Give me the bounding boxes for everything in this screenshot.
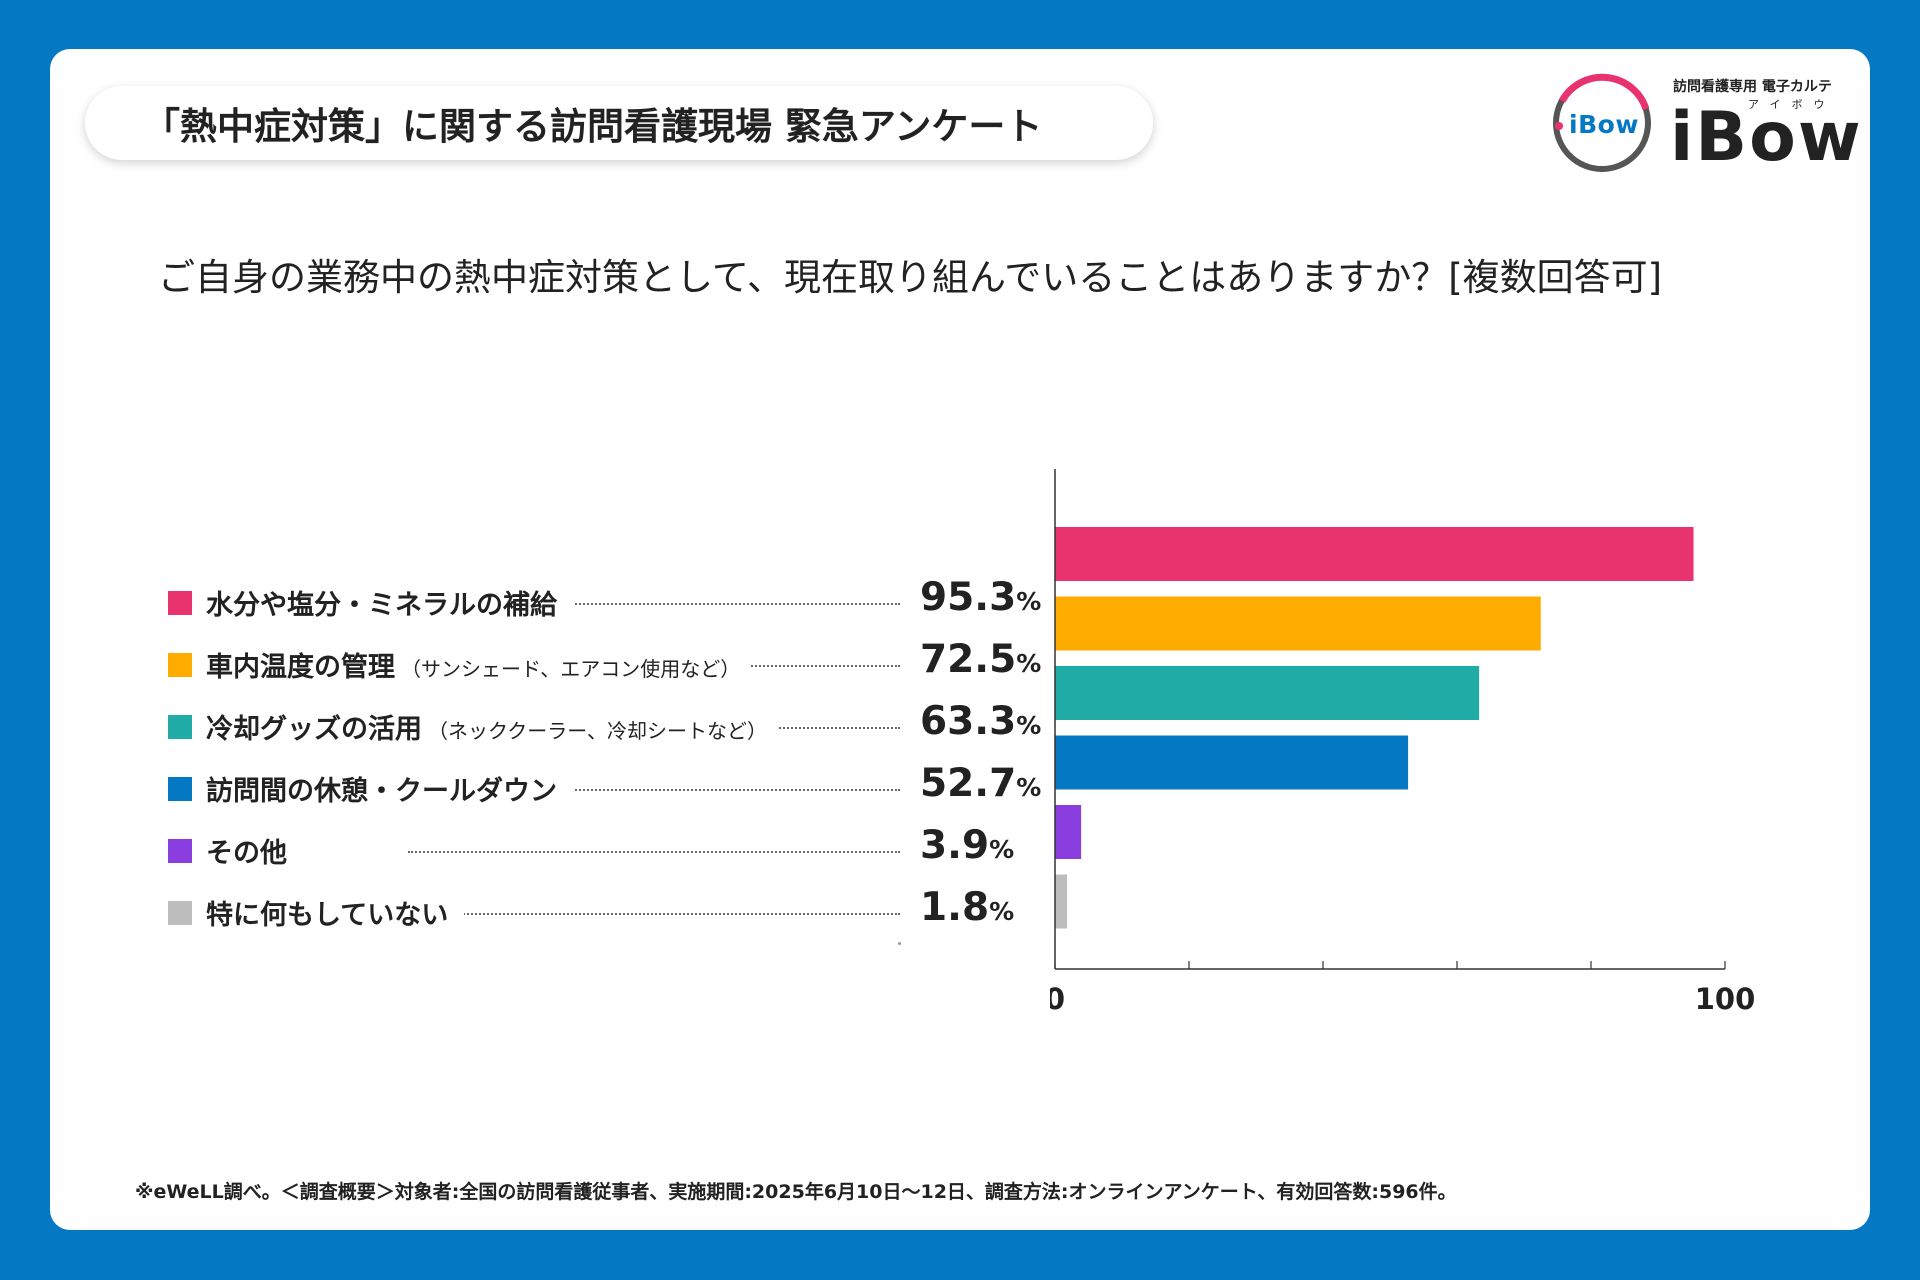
x-tick-label: 100 bbox=[1695, 982, 1756, 1016]
legend-value: 63.3% bbox=[920, 699, 1042, 744]
content-card: 「熱中症対策」に関する訪問看護現場 緊急アンケート iBow 訪問看護専用 電子… bbox=[50, 49, 1870, 1230]
legend-swatch bbox=[168, 653, 192, 677]
legend-value: 52.7% bbox=[920, 761, 1042, 806]
page-title: 「熱中症対策」に関する訪問看護現場 緊急アンケート bbox=[85, 86, 1153, 160]
decorative-dot bbox=[898, 942, 901, 945]
leader-dots bbox=[408, 603, 900, 605]
legend-row: その他 3.9% bbox=[168, 823, 1028, 871]
legend-row: 水分や塩分・ミネラルの補給 95.3% bbox=[168, 575, 1041, 623]
legend-value: 95.3% bbox=[920, 575, 1042, 620]
bar-chart: 0 100 bbox=[1050, 469, 1756, 1016]
logo-kana: アイボウ bbox=[1748, 98, 1836, 111]
legend-label: 訪問間の休憩・クールダウン bbox=[206, 769, 573, 808]
legend-row: 車内温度の管理 （サンシェード、エアコン使用など） 72.5% bbox=[168, 637, 1041, 685]
legend-swatch bbox=[168, 591, 192, 615]
logo-mark-text: iBow bbox=[1569, 110, 1639, 139]
leader-dots bbox=[408, 913, 900, 915]
legend-swatch bbox=[168, 715, 192, 739]
logo-caption: 訪問看護専用 電子カルテ bbox=[1673, 79, 1832, 95]
logo-wordmark: iBow bbox=[1670, 98, 1863, 177]
x-tick-label: 0 bbox=[1050, 982, 1065, 1016]
legend-label: 特に何もしていない bbox=[206, 893, 465, 932]
legend-value: 72.5% bbox=[920, 637, 1042, 682]
bar bbox=[1055, 527, 1694, 581]
bar bbox=[1055, 666, 1480, 720]
legend-row: 冷却グッズの活用 （ネッククーラー、冷却シートなど） 63.3% bbox=[168, 699, 1041, 747]
legend-label: その他 bbox=[206, 831, 303, 870]
legend-label: 水分や塩分・ミネラルの補給 bbox=[206, 583, 573, 622]
survey-question: ご自身の業務中の熱中症対策として、現在取り組んでいることはありますか？[複数回答… bbox=[158, 256, 1663, 299]
bar bbox=[1055, 735, 1409, 790]
legend-value: 1.8% bbox=[920, 885, 1015, 930]
footnote: ※eWeLL調べ。＜調査概要＞対象者:全国の訪問看護従事者、実施期間:2025年… bbox=[135, 1181, 1457, 1203]
bar bbox=[1055, 874, 1068, 929]
legend-row: 特に何もしていない 1.8% bbox=[168, 885, 1028, 933]
bar bbox=[1055, 805, 1082, 859]
legend-label: 冷却グッズの活用 （ネッククーラー、冷却シートなど） bbox=[206, 707, 777, 746]
ibow-ring-logo-icon bbox=[1553, 73, 1651, 172]
bar bbox=[1055, 596, 1541, 651]
legend-swatch bbox=[168, 839, 192, 863]
leader-dots bbox=[408, 851, 900, 853]
legend-value: 3.9% bbox=[920, 823, 1015, 868]
legend-swatch bbox=[168, 777, 192, 801]
legend-label: 車内温度の管理 （サンシェード、エアコン使用など） bbox=[206, 645, 751, 684]
leader-dots bbox=[408, 789, 900, 791]
legend-row: 訪問間の休憩・クールダウン 52.7% bbox=[168, 761, 1041, 809]
ibow-logo: iBow 訪問看護専用 電子カルテ アイボウ iBow bbox=[1550, 66, 1863, 186]
legend-swatch bbox=[168, 901, 192, 925]
